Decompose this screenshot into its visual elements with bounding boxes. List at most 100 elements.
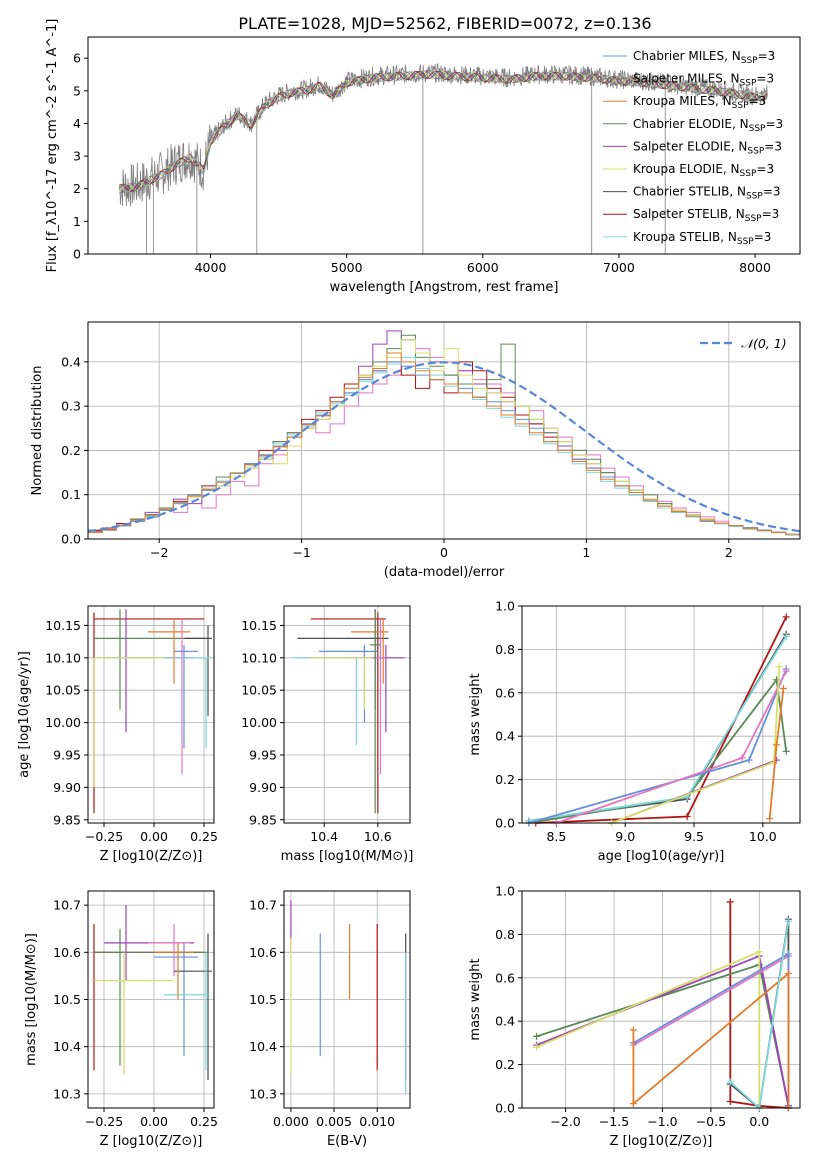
- y-tick-label: 1.0: [495, 599, 515, 614]
- axes-frame: [87, 890, 215, 1109]
- y-axis-label: Normed distribution: [30, 366, 45, 496]
- data-point: [318, 644, 378, 723]
- data-point: [148, 618, 190, 684]
- data-point: [297, 618, 386, 775]
- y-tick-label: 10.05: [45, 683, 81, 698]
- model-spectrum-line: [118, 70, 768, 192]
- weight-marker: [629, 1026, 637, 1034]
- axes-frame: [283, 605, 411, 824]
- weight-marker: [782, 613, 790, 621]
- x-tick-label: 0.0: [749, 1114, 769, 1129]
- x-axis-label: age [log10(age/yr)]: [598, 849, 725, 864]
- x-tick-label: 0.00: [140, 829, 168, 844]
- histogram-steps: [88, 330, 800, 536]
- data-point: [94, 952, 174, 1075]
- data-point: [148, 924, 190, 976]
- data-point: [184, 625, 212, 717]
- legend-label: Chabrier ELODIE, NSSP=3: [633, 117, 783, 134]
- weight-marker: [782, 747, 790, 755]
- x-tick-label: 0.005: [316, 1114, 352, 1129]
- legend-label: Chabrier MILES, NSSP=3: [633, 49, 775, 66]
- y-tick-label: 9.90: [53, 780, 81, 795]
- weight-line: [528, 633, 787, 822]
- y-tick-label: 10.4: [249, 1039, 277, 1054]
- y-tick-label: 1: [73, 214, 81, 229]
- y-tick-label: 10.5: [249, 992, 277, 1007]
- y-tick-label: 10.7: [249, 898, 277, 913]
- y-axis-label: mass weight: [468, 958, 483, 1040]
- y-tick-label: 10.7: [53, 898, 81, 913]
- weight-marker: [784, 917, 792, 925]
- weight-marker: [782, 632, 790, 640]
- axes-frame: [283, 890, 411, 1109]
- x-tick-label: 10.4: [310, 829, 338, 844]
- weight-line: [535, 616, 788, 824]
- y-tick-label: 9.85: [53, 812, 81, 827]
- y-tick-label: 0.0: [61, 532, 81, 547]
- weight-marker: [784, 950, 792, 958]
- y-tick-label: 0.2: [61, 443, 81, 458]
- weight-marker: [784, 969, 792, 977]
- data-point: [93, 612, 204, 814]
- weight-marker: [745, 756, 753, 764]
- weight_vs_Z-axes: −2.0 −1.5 −1.0 −0.5 0.0 0.0 0.2 0.4 0.6 0.8 1.0 Z […: [468, 884, 800, 1149]
- axes-frame: [87, 605, 215, 824]
- y-tick-label: 0.2: [495, 772, 515, 787]
- weight-marker: [755, 948, 763, 956]
- legend-suffix: =3: [763, 185, 781, 199]
- legend-label: Chabrier STELIB, NSSP=3: [633, 185, 781, 202]
- y-axis-label: mass weight: [468, 673, 483, 755]
- weight-line: [528, 677, 788, 824]
- y-tick-label: 0.2: [495, 1057, 515, 1072]
- legend-suffix: =3: [762, 207, 780, 221]
- spectrum-axes: 4000 5000 6000 7000 8000 0 1 2 3 4 5 6 wavelength [A…: [45, 19, 771, 295]
- x-tick-label: −1: [292, 545, 310, 560]
- data-point: [369, 612, 381, 814]
- x-tick-label: −0.25: [85, 1114, 123, 1129]
- y-tick-label: 0.8: [495, 927, 515, 942]
- spectrum-legend: Chabrier MILES, NSSP=3 Salpeter MILES, NS…: [603, 49, 783, 247]
- x-tick-label: 0: [440, 545, 448, 560]
- y-tick-label: 10.15: [45, 618, 81, 633]
- model-spectrum-line: [119, 70, 768, 193]
- y-tick-label: 3: [73, 149, 81, 164]
- weight-marker: [775, 663, 783, 671]
- y-tick-label: 0.8: [495, 642, 515, 657]
- x-tick-label: 0.25: [190, 829, 218, 844]
- x-tick-label: −2.0: [550, 1114, 580, 1129]
- weight-marker: [629, 1100, 637, 1108]
- x-tick-label: 5000: [331, 260, 363, 275]
- data-point: [351, 618, 389, 684]
- x-axis-label: Z [log10(Z/Z⊙)]: [100, 1134, 203, 1149]
- weight-line: [632, 971, 790, 1108]
- x-axis-label: Z [log10(Z/Z⊙)]: [100, 849, 203, 864]
- y-tick-label: 0.6: [495, 970, 515, 985]
- x-tick-label: 0.000: [273, 1114, 309, 1129]
- y-tick-label: 10.00: [241, 715, 277, 730]
- axes-frame: [87, 36, 801, 255]
- legend-label: Salpeter STELIB, NSSP=3: [633, 207, 779, 224]
- legend-label: Kroupa ELODIE, NSSP=3: [633, 162, 774, 179]
- legend-subscript: SSP: [740, 169, 757, 179]
- data-point: [154, 942, 198, 1057]
- y-tick-label: 0.4: [495, 1014, 515, 1029]
- y-tick-label: 0.1: [61, 487, 81, 502]
- data-point: [94, 609, 208, 710]
- residual-histogram-plot: −2 −1 0 1 2 0.0 0.1 0.2 0.3 0.4 (data-model)/error…: [30, 321, 801, 580]
- weight-marker: [683, 812, 691, 820]
- weight-line: [729, 901, 789, 1109]
- legend-suffix: =3: [765, 117, 783, 131]
- x-tick-label: 1: [582, 545, 590, 560]
- x-tick-label: 8.5: [546, 829, 566, 844]
- y-tick-label: 0.4: [61, 354, 81, 369]
- y-tick-label: 10.6: [249, 945, 277, 960]
- spectrum-plot: 4000 5000 6000 7000 8000 0 1 2 3 4 5 6 wavelength [A…: [45, 19, 801, 295]
- y-tick-label: 6: [73, 51, 81, 66]
- x-tick-label: 0.00: [140, 1114, 168, 1129]
- x-tick-label: 4000: [195, 260, 227, 275]
- x-tick-label: 9.0: [615, 829, 635, 844]
- y-tick-label: 4: [73, 116, 81, 131]
- weight-marker: [738, 754, 746, 762]
- y-tick-label: 10.6: [53, 945, 81, 960]
- weight-marker: [533, 1043, 541, 1051]
